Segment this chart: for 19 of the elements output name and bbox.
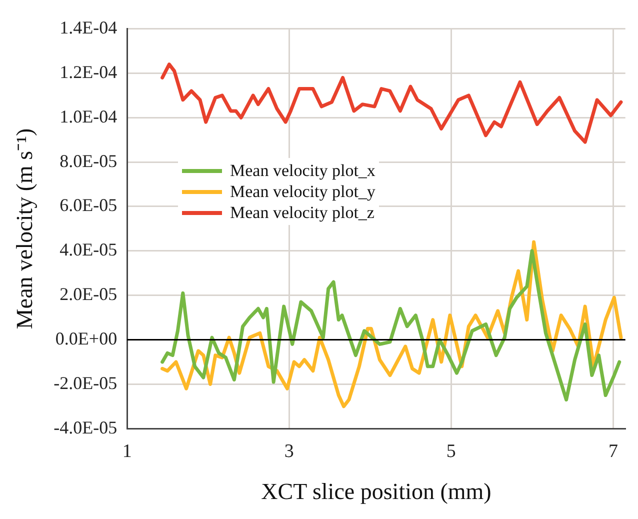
legend-label: Mean velocity plot_z: [230, 202, 374, 223]
y-tick-label: 1.0E-04: [60, 106, 118, 126]
x-tick-label: 5: [446, 440, 456, 462]
legend-label: Mean velocity plot_x: [230, 160, 376, 181]
y-axis-title: Mean velocity (m s⁻¹): [12, 128, 37, 330]
legend-label: Mean velocity plot_y: [230, 181, 376, 202]
x-tick-label: 3: [284, 440, 294, 462]
y-tick-label: 6.0E-05: [60, 195, 118, 216]
y-tick-label: 8.0E-05: [60, 150, 118, 171]
x-axis-title: XCT slice position (mm): [261, 479, 492, 504]
y-tick-label: 1.4E-04: [60, 18, 118, 38]
y-tick-label: 4.0E-05: [60, 240, 118, 260]
y-tick-label: 2.0E-05: [60, 284, 118, 304]
y-tick-label: -2.0E-05: [54, 372, 118, 393]
y-tick-label: 0.0E+00: [55, 328, 118, 348]
x-tick-label: 1: [122, 440, 132, 462]
y-tick-label: 1.2E-04: [60, 62, 118, 82]
x-tick-label: 7: [608, 440, 618, 462]
y-tick-label: -4.0E-05: [54, 417, 118, 438]
